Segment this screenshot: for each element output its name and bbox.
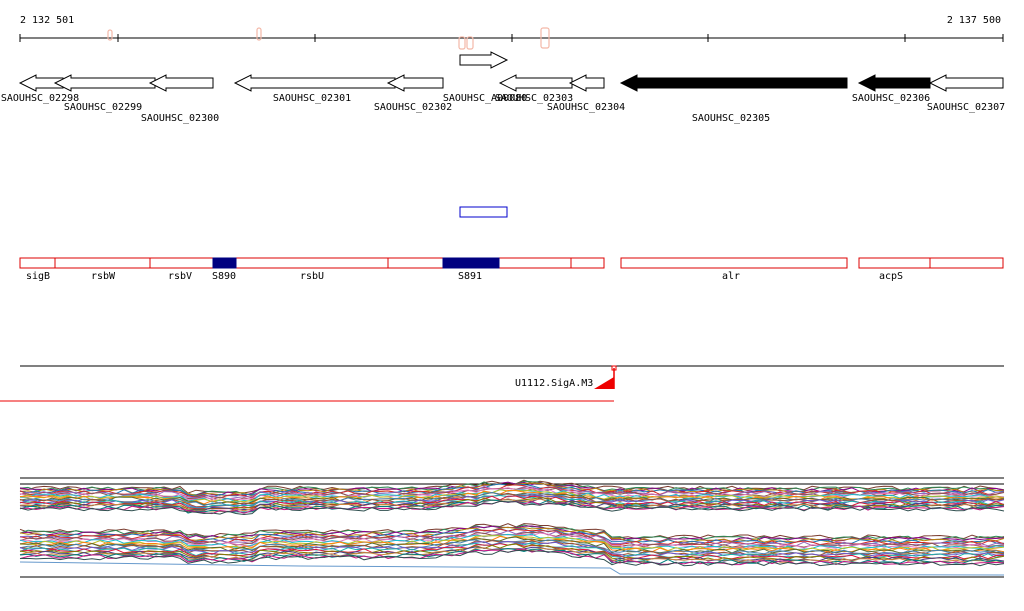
gene-label: SAOUHSC_02307 [927,102,1005,113]
gene-arrow-shape [53,74,156,92]
signal-peak [540,27,550,49]
signal-peak [107,29,113,41]
feature-label: S891 [458,271,482,282]
coordinate-ruler: 2 132 501 2 137 500 [19,15,1004,50]
gene-arrow-shape [233,74,396,92]
gene-arrow[interactable]: SAOUHSC_02301 [233,74,396,104]
profile-line [19,492,1005,508]
gene-arrow[interactable]: SAOUHSC_02298 [1,74,79,104]
gene-label: SAOUHSC_02304 [547,102,625,113]
ruler-end-label: 2 137 500 [947,15,1001,26]
signal-peak [466,36,474,50]
signal-peaks [107,27,550,50]
gene-arrow[interactable]: SAOUHSC_02305 [619,74,848,124]
gene-arrow-shape [928,74,1004,92]
gene-arrow-shape [148,74,214,92]
profile-line [19,533,1005,551]
feature-label: acpS [879,271,903,282]
profile-line [19,500,1005,516]
feature-highlight[interactable] [212,257,237,269]
feature-label: sigB [26,271,50,282]
profile-line [19,484,1005,499]
feature-label: rsbU [300,271,324,282]
gene-arrow-shape [386,74,444,92]
gene-arrow-shape [498,74,573,92]
feature-highlight[interactable] [442,257,500,269]
gene-label: SAOUHSC_02305 [692,113,770,124]
gene-label: SAOUHSC_02303 [495,93,573,104]
gene-arrow[interactable]: SAOUHSC_02302 [374,74,452,113]
profile-line [19,498,1005,513]
gene-label: SAOUHSC_02299 [64,102,142,113]
gene-arrow[interactable]: SAOUHSC_02300 [141,74,219,124]
gene-label: SAOUHSC_02301 [273,93,351,104]
gene-label: SAOUHSC_02298 [1,93,79,104]
motif-label[interactable]: U1112.SigA.M3 [515,378,593,389]
profile-line [19,528,1005,546]
profile-line [19,530,1005,547]
profile-line [19,549,1005,567]
gene-arrow-shape [857,74,931,92]
gene-label: SAOUHSC_02300 [141,113,219,124]
motif-track: U1112.SigA.M3 [0,365,1004,402]
small-rna-box[interactable] [459,206,508,218]
ruler-ticks [19,34,1004,42]
gene-label: SAOUHSC_A00080 [443,93,527,104]
gene-arrow-shape [568,74,605,92]
profile-line [19,540,1005,558]
gene-arrow[interactable]: SAOUHSC_02304 [547,74,625,113]
gene-arrow-shape [18,74,64,92]
profile-line [19,487,1005,502]
profile-line [19,500,1005,515]
profile-line [19,561,1005,576]
expression-profile-track [19,477,1005,578]
signal-peak [458,36,466,50]
profile-line [19,543,1005,561]
profile-line [19,547,1005,565]
feature-segment[interactable] [929,257,1004,269]
signal-peak [256,27,262,41]
feature-segment[interactable] [149,257,214,269]
gene-arrow[interactable]: SAOUHSC_02307 [927,74,1005,113]
feature-label: S890 [212,271,236,282]
feature-track: sigB rsbW rsbV S890 rsbU S891 alr acpS [19,257,1004,282]
gene-arrow-shape [619,74,848,92]
gene-arrow[interactable]: SAOUHSC_02303 [495,74,573,104]
feature-segment[interactable] [212,257,389,269]
feature-segment[interactable] [54,257,151,269]
gene-label: SAOUHSC_02302 [374,102,452,113]
gene-arrow-shape [459,51,509,69]
feature-segment[interactable] [620,257,848,269]
gene-arrow[interactable]: SAOUHSC_A00080 [443,51,527,104]
feature-segment[interactable] [858,257,931,269]
feature-label: alr [722,271,740,282]
motif-arrow-icon [594,377,614,389]
gene-label: SAOUHSC_02306 [852,93,930,104]
ruler-start-label: 2 132 501 [20,15,74,26]
gene-arrow[interactable]: SAOUHSC_02299 [53,74,156,113]
feature-segment[interactable] [570,257,605,269]
feature-label: rsbW [91,271,116,282]
feature-label: rsbV [168,271,192,282]
profile-lines [19,479,1005,576]
feature-segment[interactable] [387,257,444,269]
gene-arrow[interactable]: SAOUHSC_02306 [852,74,931,104]
motif-site-handle[interactable] [611,365,617,371]
profile-line [19,489,1005,505]
feature-segment[interactable] [19,257,56,269]
